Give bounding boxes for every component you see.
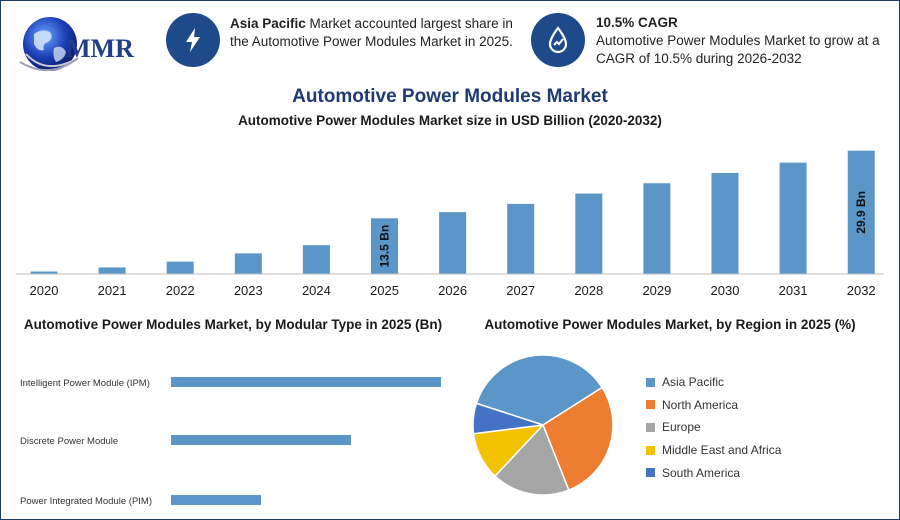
hbar-0 xyxy=(171,377,441,387)
hbar-1 xyxy=(171,435,351,445)
bar-2028 xyxy=(575,193,603,274)
bar-2024 xyxy=(302,245,330,274)
chart-main-title: Automotive Power Modules Market xyxy=(292,86,608,107)
category-label: Power Integrated Module (PIM) xyxy=(20,496,152,507)
bar-2023 xyxy=(234,253,262,274)
bar-2020 xyxy=(30,271,58,274)
pie-slice-1 xyxy=(542,386,614,492)
info-card-region-highlight: Asia Pacific xyxy=(230,16,306,31)
category-label: Intelligent Power Module (IPM) xyxy=(20,378,150,389)
bar-2031 xyxy=(779,162,807,274)
bar-2027 xyxy=(507,203,535,274)
legend-label: Middle East and Africa xyxy=(662,443,782,458)
logo-text: MMR xyxy=(66,34,134,63)
legend-item: South America xyxy=(646,461,781,484)
modular-type-chart-title: Automotive Power Modules Market, by Modu… xyxy=(23,317,443,332)
x-tick-label: 2031 xyxy=(779,283,808,298)
pie-slice-4 xyxy=(472,402,544,435)
bar-2032 xyxy=(847,150,875,274)
x-tick-label: 2028 xyxy=(574,283,603,298)
x-tick-label: 2025 xyxy=(370,283,399,298)
region-chart-title: Automotive Power Modules Market, by Regi… xyxy=(484,317,856,332)
legend-swatch xyxy=(646,445,655,455)
bar-data-label: 13.5 Bn xyxy=(378,225,392,268)
bar-2030 xyxy=(711,172,739,274)
growth-drop-icon xyxy=(531,13,585,67)
legend-label: Europe xyxy=(662,420,701,435)
x-tick-label: 2023 xyxy=(234,283,263,298)
legend-item: Asia Pacific xyxy=(646,371,781,394)
region-pie-chart xyxy=(472,355,614,496)
x-tick-label: 2022 xyxy=(166,283,195,298)
info-card-region-text: Market accounted largest share in the Au… xyxy=(230,16,513,49)
x-tick-label: 2020 xyxy=(30,283,59,298)
hbar-2 xyxy=(171,495,261,505)
info-card-cagr-text: Automotive Power Modules Market to grow … xyxy=(596,33,880,66)
x-tick-label: 2027 xyxy=(506,283,535,298)
bar-2021 xyxy=(98,267,126,274)
bar-2029 xyxy=(643,183,671,274)
bar-2022 xyxy=(166,261,194,274)
pie-slice-0 xyxy=(475,355,604,426)
x-tick-label: 2029 xyxy=(642,283,671,298)
legend-label: North America xyxy=(662,397,739,412)
legend-swatch xyxy=(646,377,655,387)
legend-item: Middle East and Africa xyxy=(646,439,781,462)
legend-swatch xyxy=(646,422,655,432)
x-tick-label: 2024 xyxy=(302,283,331,298)
modular-type-bar-chart: Intelligent Power Module (IPM) Discrete P… xyxy=(20,377,441,507)
legend-swatch xyxy=(646,468,655,478)
region-legend: Asia Pacific North America Europe Middle Ea… xyxy=(646,371,781,484)
info-card-region: Asia Pacific Market accounted largest sh… xyxy=(230,15,526,51)
x-tick-label: 2026 xyxy=(438,283,467,298)
lightning-icon xyxy=(166,13,220,67)
legend-item: Europe xyxy=(646,416,781,439)
legend-label: Asia Pacific xyxy=(662,375,725,390)
info-card-cagr-highlight: 10.5% CAGR xyxy=(596,15,678,30)
info-card-cagr: 10.5% CAGR Automotive Power Modules Mark… xyxy=(596,14,892,68)
globe-icon xyxy=(19,17,79,72)
bar-data-label: 29.9 Bn xyxy=(854,191,868,234)
market-size-bar-chart: 2020 2021 2022 2023 2024 2025 13.5 Bn 2026 2027 2… xyxy=(16,150,884,298)
legend-swatch xyxy=(646,400,655,410)
legend-item: North America xyxy=(646,394,781,417)
bar-2025 xyxy=(371,218,398,274)
legend-label: South America xyxy=(662,465,741,480)
chart-subtitle: Automotive Power Modules Market size in … xyxy=(238,113,662,128)
x-tick-label: 2030 xyxy=(711,283,740,298)
x-tick-label: 2021 xyxy=(98,283,127,298)
x-tick-label: 2032 xyxy=(847,283,876,298)
pie-slice-2 xyxy=(494,423,570,496)
mmr-logo xyxy=(16,14,144,80)
bar-2026 xyxy=(439,212,467,274)
category-label: Discrete Power Module xyxy=(20,436,118,447)
